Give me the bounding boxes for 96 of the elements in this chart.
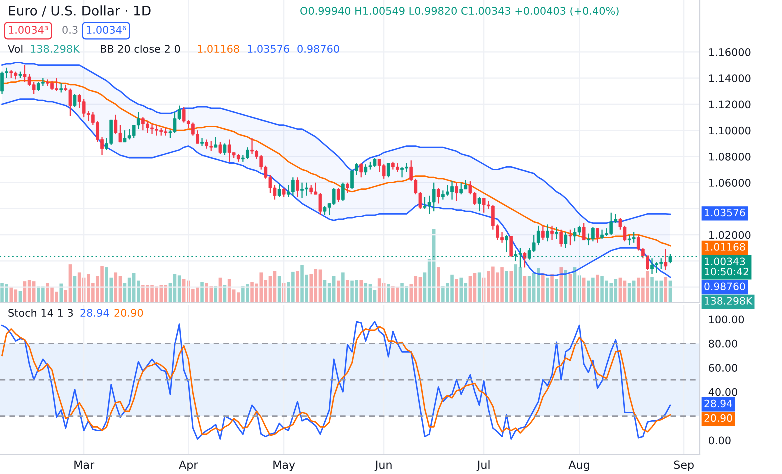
annotation: 138.298K [31, 45, 80, 54]
x-tick-label: Jul [476, 460, 490, 472]
annotation: 1.0034³ [9, 26, 48, 34]
bar [200, 282, 204, 303]
annotation: BB 20 close 2 0 [101, 44, 180, 54]
y-tick-label: 1.10000 [709, 126, 751, 135]
candlestick [364, 164, 368, 176]
candlestick [278, 184, 282, 198]
candlestick [432, 182, 436, 212]
candlestick [282, 188, 286, 198]
y-tick-label: 1.08000 [709, 152, 751, 161]
candlestick [478, 196, 482, 212]
ref-line-label: 1.00343 [705, 258, 746, 266]
candlestick [542, 225, 545, 241]
candlestick [346, 182, 350, 194]
candlestick [550, 225, 554, 241]
annotation: 20.90 [114, 309, 144, 318]
candlestick [560, 229, 564, 248]
y-tick-label: 60.00 [709, 364, 738, 372]
candlestick [555, 226, 558, 240]
x-tick-label: Jun [374, 460, 392, 472]
annotation: O0.99940 H1.00549 L0.99820 C1.00343 +0.00403 (+0.40%) [300, 6, 619, 16]
candlestick [564, 232, 568, 249]
bar [342, 272, 345, 303]
text: 28.94 [704, 400, 732, 408]
annotation: 28.94 [80, 309, 110, 318]
text: 0.98760 [704, 282, 746, 290]
candlestick [214, 136, 218, 148]
bar [296, 271, 300, 303]
annotation: 0.3 [62, 26, 78, 34]
candlestick [505, 234, 508, 253]
text: 10:50:42 [705, 268, 749, 276]
y-tick-label: 1.14000 [709, 74, 751, 82]
annotation: 0.98760 [298, 45, 340, 54]
y-tick-label: 80.00 [709, 340, 738, 348]
bar [387, 284, 390, 303]
candlestick [218, 142, 222, 155]
text: 1.03576 [705, 208, 746, 217]
candlestick [596, 228, 600, 244]
x-tick-label: Sep [674, 460, 694, 472]
candlestick [460, 182, 464, 196]
candlestick [342, 182, 345, 202]
bar [555, 279, 558, 303]
candlestick [386, 162, 390, 178]
x-tick-label: May [274, 460, 296, 472]
candlestick [296, 177, 300, 198]
x-tick-label: Aug [568, 460, 590, 472]
y-tick-label: 1.12000 [709, 100, 751, 109]
chart-title: Stoch 14 1 3 [8, 308, 74, 318]
candlestick [360, 162, 364, 178]
candlestick [568, 229, 572, 246]
annotation: 1.01168 [198, 45, 240, 54]
candlestick [632, 232, 636, 244]
x-tick-label: Apr [179, 460, 198, 472]
chart-title: Vol [8, 44, 23, 54]
candlestick [336, 188, 340, 203]
candlestick [223, 143, 227, 156]
x-tick-label: Mar [74, 460, 95, 470]
bar [546, 278, 550, 303]
annotation: 1.0034⁶ [87, 26, 126, 34]
bar [360, 280, 363, 303]
y-tick-label: 100.00 [709, 316, 744, 324]
bar [542, 273, 545, 303]
text: 1.01168 [705, 243, 746, 251]
y-tick-label: 0.00 [709, 436, 731, 445]
bar [60, 284, 63, 303]
y-tick-label: 1.06000 [709, 179, 751, 187]
bar [560, 268, 563, 303]
bar [346, 280, 350, 303]
bar [437, 268, 440, 303]
candlestick [332, 188, 336, 206]
line-series [2, 98, 672, 278]
candlestick [510, 236, 514, 258]
bar [505, 271, 508, 303]
bar [455, 279, 458, 303]
text: 138.298K [705, 297, 753, 305]
candlestick [310, 184, 314, 196]
candlestick [546, 224, 550, 242]
bar [550, 274, 554, 303]
candlestick [523, 252, 527, 268]
y-tick-label: 1.02000 [709, 231, 751, 240]
text: 20.90 [704, 414, 732, 422]
bar [337, 280, 340, 303]
annotation: 1.03576 [248, 45, 290, 54]
y-tick-label: 1.16000 [709, 48, 751, 56]
candlestick [436, 188, 440, 204]
candlestick [73, 93, 77, 108]
chart-title: Euro / U.S. Dollar · 1D [9, 6, 151, 17]
candlestick [664, 248, 668, 271]
bar [510, 271, 513, 303]
y-tick-label: 40.00 [708, 388, 738, 396]
candlestick [582, 222, 586, 241]
candlestick [60, 83, 64, 94]
candlestick [200, 138, 204, 147]
bar [596, 274, 600, 303]
candlestick [455, 182, 458, 202]
